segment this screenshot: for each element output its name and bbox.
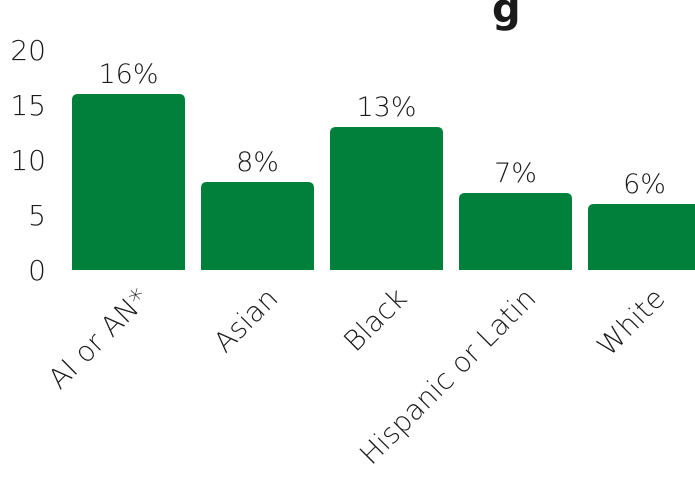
data-label: 13% [356, 92, 416, 123]
y-tick-label: 15 [10, 89, 46, 122]
y-tick-label: 10 [10, 144, 46, 177]
y-tick-label: 5 [28, 199, 46, 232]
y-tick-label: 0 [28, 254, 46, 287]
y-tick-label: 20 [10, 34, 46, 67]
x-tick-label: AI or AN* [42, 282, 156, 396]
data-label: 6% [623, 169, 666, 200]
bar [72, 94, 185, 270]
data-label: 7% [494, 158, 537, 189]
x-tick-label: White [591, 282, 672, 363]
bar [201, 182, 314, 270]
data-labels-group: 16% 8% 13% 7% 6% [98, 59, 665, 200]
x-tick-label: Asian [207, 282, 284, 359]
y-axis: 0 5 10 15 20 [10, 34, 46, 287]
bars-group [72, 94, 695, 270]
data-label: 16% [98, 59, 158, 90]
bar [459, 193, 572, 270]
chart-title-fragment: g [492, 0, 521, 32]
bar [330, 127, 443, 270]
x-tick-label: Black [337, 282, 413, 358]
data-label: 8% [236, 147, 279, 178]
bar [588, 204, 695, 270]
